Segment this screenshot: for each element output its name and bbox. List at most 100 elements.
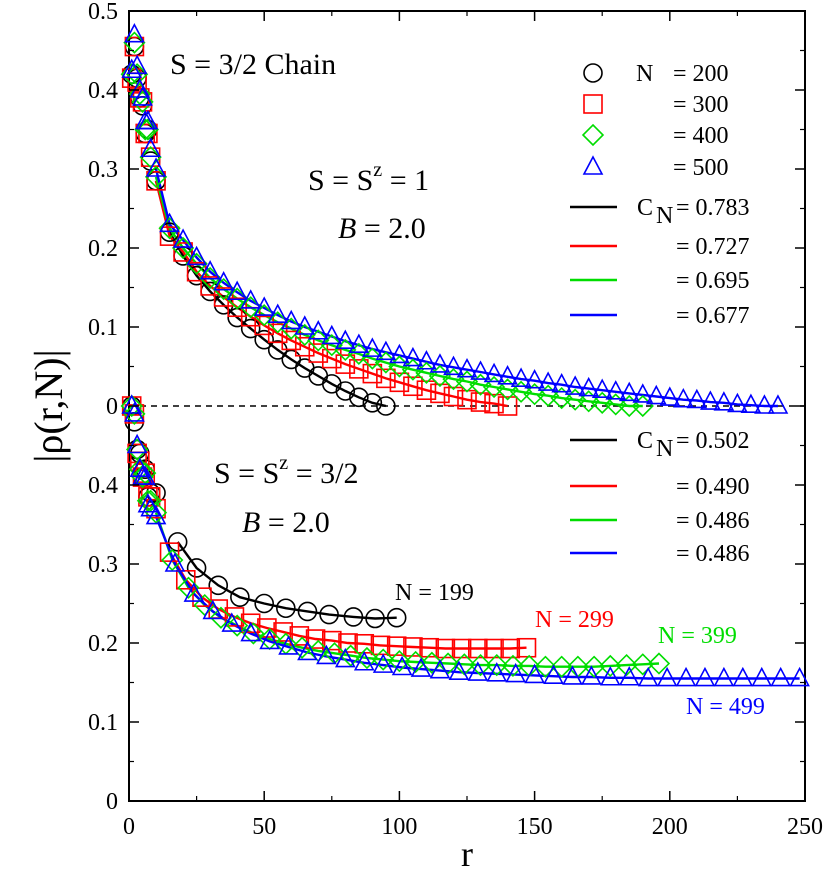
- y-tick-label-top-panel: 0.2: [88, 236, 118, 262]
- data-point-bottom: [404, 650, 427, 674]
- data-point-bottom: [732, 666, 754, 687]
- data-point-bottom: [485, 653, 508, 677]
- data-point-bottom: [372, 653, 394, 673]
- data-point-top: [121, 58, 143, 79]
- data-point-bottom: [713, 666, 735, 687]
- data-point-bottom: [230, 587, 250, 607]
- legend-c-value: = 0.695: [676, 268, 750, 294]
- series-label: N = 399: [658, 623, 737, 649]
- data-point-bottom: [599, 666, 621, 686]
- data-point-top: [416, 350, 437, 370]
- legend-c-header: C: [637, 428, 653, 454]
- bottom-panel-label-line2: B = 2.0: [242, 506, 330, 539]
- data-point-top: [402, 346, 424, 367]
- data-point-top: [200, 276, 220, 296]
- data-point-top: [136, 118, 160, 141]
- series-label: N = 499: [686, 694, 765, 720]
- data-point-top: [213, 271, 234, 291]
- bottom-panel-label-line1: S = Sz = 3/2: [214, 452, 358, 490]
- data-point-top: [605, 380, 627, 400]
- data-point-bottom: [343, 607, 364, 627]
- data-point-bottom: [186, 558, 207, 578]
- data-point-top: [159, 226, 180, 246]
- data-point-bottom: [599, 654, 622, 678]
- data-point-bottom: [161, 548, 184, 572]
- data-point-bottom: [209, 606, 233, 629]
- data-point-top: [134, 118, 157, 141]
- data-point-bottom: [429, 658, 451, 679]
- data-point-top: [632, 383, 654, 403]
- data-point-top: [253, 296, 275, 316]
- data-point-bottom: [388, 650, 411, 673]
- data-point-bottom: [618, 666, 640, 686]
- data-point-top: [131, 90, 154, 113]
- data-point-top: [659, 386, 681, 406]
- data-point-top: [578, 376, 600, 397]
- data-point-top: [740, 393, 762, 414]
- data-point-top: [645, 384, 667, 405]
- data-point-bottom: [224, 607, 245, 627]
- data-point-top: [126, 54, 148, 75]
- data-point-top: [510, 367, 532, 387]
- data-point-top: [171, 236, 195, 260]
- legend-n-value: = 500: [673, 155, 729, 181]
- data-point-bottom: [316, 644, 337, 665]
- data-point-top: [455, 370, 479, 393]
- data-point-bottom: [637, 666, 659, 687]
- x-axis-title: r: [461, 834, 473, 871]
- legend-n-header: N: [636, 61, 653, 87]
- data-point-top: [254, 329, 275, 350]
- data-point-top: [123, 31, 146, 54]
- data-point-top: [713, 391, 735, 411]
- data-point-top: [124, 22, 145, 43]
- data-point-top: [254, 315, 274, 336]
- data-point-bottom: [403, 637, 423, 657]
- x-tick-label: 250: [787, 814, 823, 840]
- x-tick-label: 100: [381, 814, 417, 840]
- data-point-bottom: [139, 489, 162, 512]
- legend-marker-triangle: [582, 155, 604, 175]
- y-tick-label-top-panel: 0.4: [88, 78, 118, 104]
- data-point-bottom: [254, 593, 275, 614]
- data-point-bottom: [134, 462, 157, 485]
- data-point-bottom: [448, 660, 470, 681]
- data-point-top: [139, 146, 162, 169]
- data-point-top: [497, 396, 518, 416]
- data-point-bottom: [240, 613, 261, 634]
- legend-n-value: = 300: [673, 92, 729, 118]
- data-point-bottom: [372, 648, 395, 671]
- data-point-bottom: [355, 646, 379, 670]
- data-point-bottom: [278, 635, 299, 655]
- data-point-top: [470, 392, 491, 412]
- data-point-bottom: [391, 655, 413, 676]
- data-point-top: [430, 383, 450, 404]
- data-point-top: [144, 165, 168, 189]
- data-point-bottom: [386, 636, 407, 656]
- data-point-bottom: [177, 576, 200, 599]
- data-point-bottom: [534, 655, 557, 678]
- data-point-top: [376, 396, 396, 416]
- y-tick-label-top-panel: 0.3: [88, 157, 118, 183]
- data-point-bottom: [365, 608, 385, 629]
- y-axis-title: |ρ(r,N)|: [26, 349, 71, 462]
- data-point-top: [429, 353, 451, 373]
- data-point-top: [727, 392, 748, 413]
- data-point-top: [456, 357, 478, 378]
- data-point-bottom: [505, 662, 527, 683]
- data-point-bottom: [208, 575, 229, 596]
- data-point-bottom: [334, 647, 356, 668]
- data-point-bottom: [305, 629, 326, 649]
- data-point-top: [280, 309, 302, 330]
- data-point-top: [443, 386, 464, 407]
- data-point-top: [362, 393, 383, 413]
- data-point-bottom: [582, 655, 606, 678]
- data-point-top: [308, 343, 329, 363]
- data-point-top: [349, 359, 369, 379]
- data-point-top: [618, 381, 640, 402]
- data-point-top: [226, 280, 248, 301]
- legend-marker-circle: [583, 63, 603, 83]
- data-point-bottom: [226, 614, 249, 637]
- data-point-bottom: [125, 438, 149, 461]
